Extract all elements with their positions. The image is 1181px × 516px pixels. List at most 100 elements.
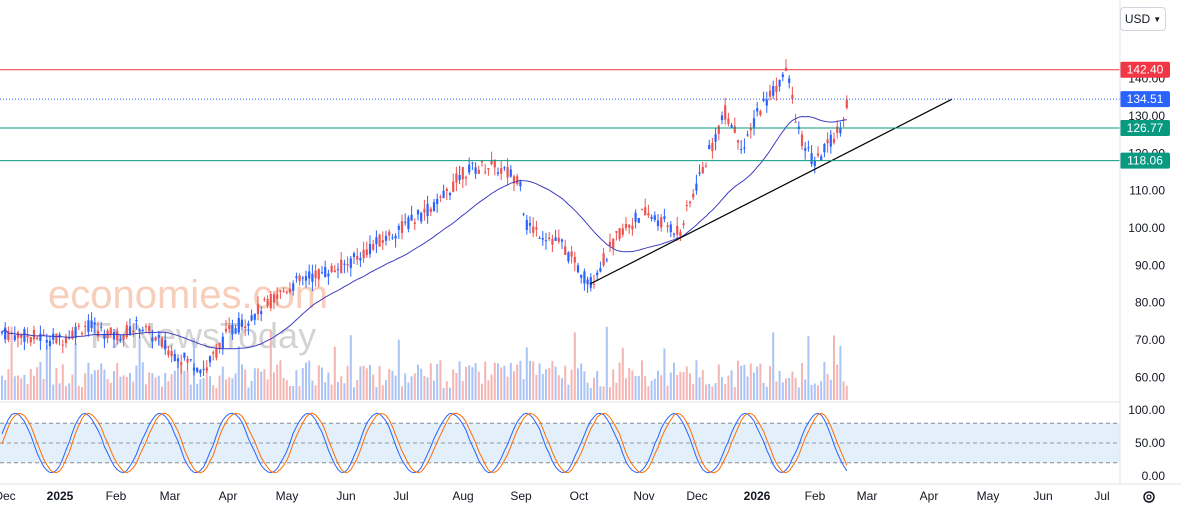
candle-body [7,331,10,340]
candle-body [573,256,576,263]
candle-body [346,264,349,266]
volume-bar [269,329,272,400]
candle-body [794,121,797,123]
volume-bar [333,346,336,400]
svg-text:118.06: 118.06 [1127,154,1163,168]
time-tick: 2025 [47,489,74,503]
candle-body [749,128,752,131]
volume-bar [314,385,317,400]
volume-bar [151,373,154,400]
volume-bar [573,332,576,400]
volume-bar [289,386,291,400]
volume-bar [449,387,451,400]
candle-body [36,337,39,339]
volume-bar [106,379,109,400]
volume-bar [743,364,746,400]
volume-bar [541,374,544,400]
time-tick: Aug [452,489,473,503]
volume-bar [356,379,359,400]
volume-bar [557,375,560,400]
currency-selector[interactable]: USD ▼ [1120,7,1166,31]
volume-bar [762,382,765,400]
volume-bar [378,365,381,400]
volume-bar [609,387,611,400]
oscillator-tick: 0.00 [1142,469,1166,483]
volume-bar [775,381,778,400]
candle-body [730,125,733,128]
volume-bar [244,369,247,400]
volume-bar [567,384,570,400]
candle-body [100,326,103,328]
volume-bar [503,365,506,400]
volume-bar [417,364,419,400]
candle-body [708,145,711,150]
volume-bar [250,380,253,400]
volume-bar [589,387,592,400]
volume-bar [605,326,608,400]
volume-bar [593,377,595,400]
candle-body [352,253,356,257]
volume-bar [820,381,823,400]
candle-body [567,252,570,262]
candle-body [96,330,100,337]
oscillator-axis: 100.00 50.00 0.00 [1128,403,1165,483]
candle-body [205,367,208,371]
candle-body [285,291,288,293]
candle-body [836,126,839,133]
volume-bar [218,375,221,400]
candle-body [583,271,586,284]
svg-text:134.51: 134.51 [1127,92,1164,106]
candle-body [45,339,48,343]
volume-bar [135,365,138,400]
candle-body [810,153,813,165]
volume-bar [580,363,583,400]
volume-bar [756,366,759,400]
candle-body [772,85,775,96]
trendline[interactable] [589,98,953,285]
candle-body [340,259,343,274]
candle-body [26,334,29,338]
volume-bar [436,364,439,400]
volume-bar [145,384,147,400]
volume-bar [359,366,362,400]
volume-bar [772,332,775,400]
volume-bar [468,365,471,400]
candle-body [394,235,397,239]
volume-bar [637,375,640,400]
volume-bar [52,384,55,400]
settings-icon[interactable] [1140,488,1158,506]
candle-body [608,241,612,246]
volume-bar [202,377,205,400]
candle-body [647,213,650,216]
horizontal-levels[interactable] [0,69,1120,162]
volume-bar [173,370,176,400]
candle-body [644,207,647,216]
volume-bar [586,382,589,400]
volume-bar [349,335,352,400]
candle-body [202,368,205,370]
candle-body [762,98,765,101]
volume-bar [161,386,163,400]
volume-bar [330,384,333,400]
volume-bar [209,376,211,400]
candle-body [29,337,32,343]
volume-bar [17,375,19,400]
time-tick: Jun [336,489,355,503]
candle-body [125,325,128,338]
volume-bar [749,363,752,400]
candle-body [228,325,231,329]
volume-bar [481,383,483,400]
time-tick: Dec [686,489,707,503]
candle-body [317,269,320,280]
candle-body [164,339,167,350]
volume-bar [666,385,669,400]
volume-bar [68,383,71,400]
candle-body [128,326,132,336]
volume-bar [247,387,250,400]
candle-body [42,334,45,336]
volume-bar [13,376,16,400]
volume-bar [241,364,243,400]
volume-bar [327,372,330,400]
candle-body [298,275,301,282]
